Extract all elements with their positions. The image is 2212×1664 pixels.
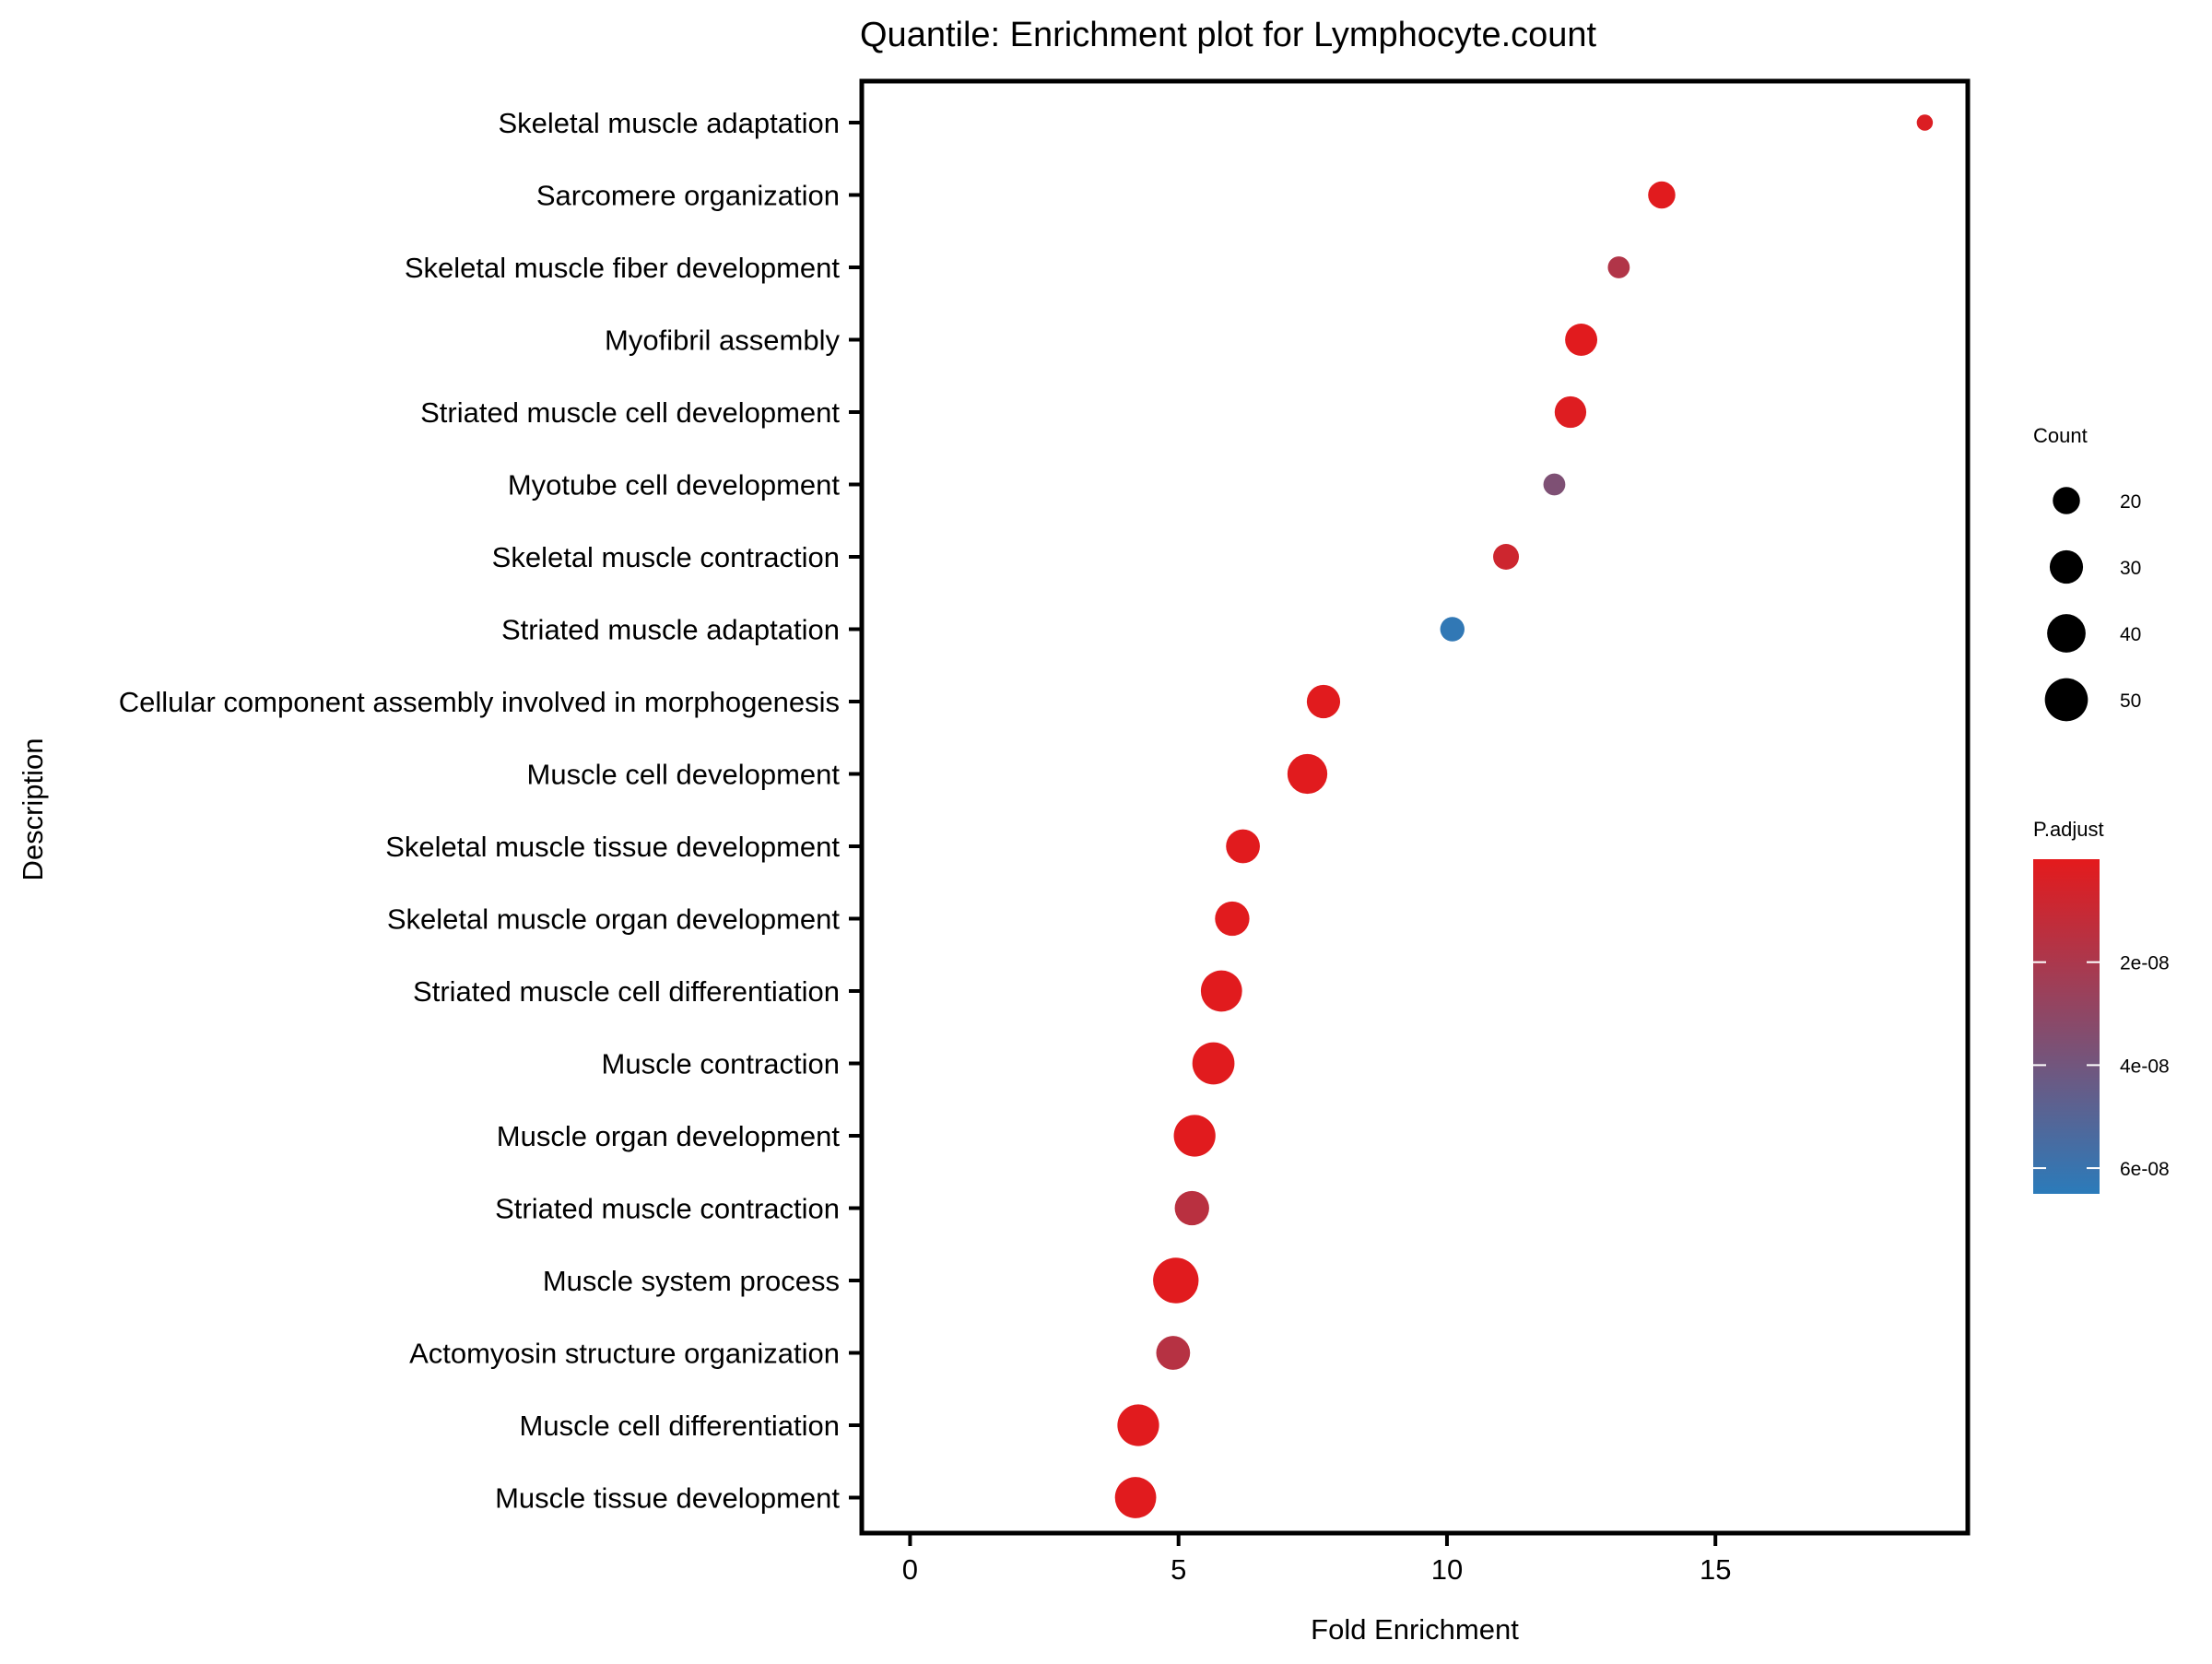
y-tick-label: Skeletal muscle tissue development — [385, 831, 840, 863]
x-tick-label: 10 — [1431, 1553, 1463, 1586]
y-tick-label: Skeletal muscle organ development — [387, 903, 840, 936]
data-points — [1114, 114, 1934, 1518]
plot-panel — [859, 78, 1971, 1536]
data-point — [1565, 324, 1598, 356]
x-tick-label: 0 — [902, 1553, 918, 1586]
count-legend-title: Count — [2033, 424, 2088, 447]
count-legend-label: 50 — [2120, 690, 2141, 712]
data-point — [1174, 1190, 1209, 1226]
y-tick-label: Muscle cell differentiation — [520, 1410, 841, 1442]
count-legend-label: 20 — [2120, 491, 2141, 513]
data-point — [1648, 181, 1676, 209]
y-tick-label: Striated muscle cell differentiation — [413, 975, 840, 1008]
count-legend-key — [2049, 549, 2084, 584]
chart-title: Quantile: Enrichment plot for Lymphocyte… — [860, 16, 1597, 54]
y-tick-label: Striated muscle cell development — [420, 396, 840, 429]
data-point — [1215, 901, 1250, 937]
count-legend-label: 30 — [2120, 558, 2141, 579]
y-tick-label: Muscle system process — [543, 1265, 840, 1297]
y-tick-label: Striated muscle contraction — [495, 1193, 840, 1225]
x-tick-label: 15 — [1700, 1553, 1731, 1586]
y-tick-label: Muscle contraction — [602, 1048, 840, 1080]
data-point — [1287, 753, 1328, 795]
data-point — [1493, 543, 1520, 571]
padjust-legend-label: 4e-08 — [2120, 1056, 2170, 1077]
data-point — [1117, 1404, 1159, 1446]
y-tick-label: Muscle cell development — [527, 759, 841, 791]
y-tick-label: Myofibril assembly — [605, 325, 840, 357]
count-legend-key — [2053, 487, 2080, 514]
padjust-legend-title: P.adjust — [2033, 818, 2104, 841]
x-axis-title: Fold Enrichment — [1311, 1613, 1519, 1646]
y-tick-label: Muscle tissue development — [495, 1482, 840, 1515]
data-point — [1156, 1336, 1191, 1370]
y-axis: Skeletal muscle adaptation Sarcomere orga… — [119, 107, 860, 1515]
count-legend-label: 40 — [2120, 624, 2141, 645]
y-tick-label: Sarcomere organization — [536, 180, 840, 212]
y-tick-label: Myotube cell development — [508, 469, 841, 502]
data-point — [1226, 829, 1260, 864]
data-point — [1192, 1042, 1235, 1085]
count-legend-key — [2047, 614, 2086, 653]
data-point — [1607, 256, 1630, 278]
count-legend-key — [2044, 678, 2088, 722]
padjust-legend-label: 2e-08 — [2120, 953, 2170, 974]
y-tick-label: Skeletal muscle contraction — [492, 541, 840, 573]
y-tick-label: Actomyosin structure organization — [409, 1338, 840, 1370]
data-point — [1153, 1257, 1199, 1304]
data-point — [1200, 970, 1242, 1012]
x-tick-label: 5 — [1171, 1553, 1186, 1586]
data-point — [1543, 473, 1566, 496]
data-point — [1916, 114, 1934, 131]
y-tick-label: Cellular component assembly involved in … — [119, 686, 840, 718]
data-point — [1306, 684, 1341, 719]
y-tick-label: Skeletal muscle fiber development — [405, 252, 841, 284]
data-point — [1114, 1477, 1157, 1518]
data-point — [1554, 395, 1587, 429]
y-axis-title: Description — [17, 738, 49, 880]
x-axis: 0 5 10 15 — [902, 1535, 1731, 1586]
padjust-legend: P.adjust 2e-08 4e-08 6e-08 — [2033, 818, 2170, 1194]
data-point — [1440, 617, 1465, 642]
count-legend: Count 20 30 40 50 — [2033, 424, 2141, 722]
padjust-colorbar — [2033, 859, 2100, 1194]
y-tick-label: Muscle organ development — [497, 1120, 841, 1152]
y-tick-label: Striated muscle adaptation — [501, 614, 840, 646]
padjust-legend-label: 6e-08 — [2120, 1159, 2170, 1180]
y-tick-label: Skeletal muscle adaptation — [498, 107, 840, 139]
data-point — [1173, 1115, 1216, 1157]
